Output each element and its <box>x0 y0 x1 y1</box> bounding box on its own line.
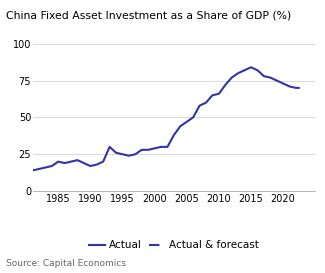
Text: Source: Capital Economics: Source: Capital Economics <box>6 259 126 268</box>
Legend: Actual, Actual & forecast: Actual, Actual & forecast <box>84 236 263 254</box>
Text: China Fixed Asset Investment as a Share of GDP (%): China Fixed Asset Investment as a Share … <box>6 11 292 21</box>
